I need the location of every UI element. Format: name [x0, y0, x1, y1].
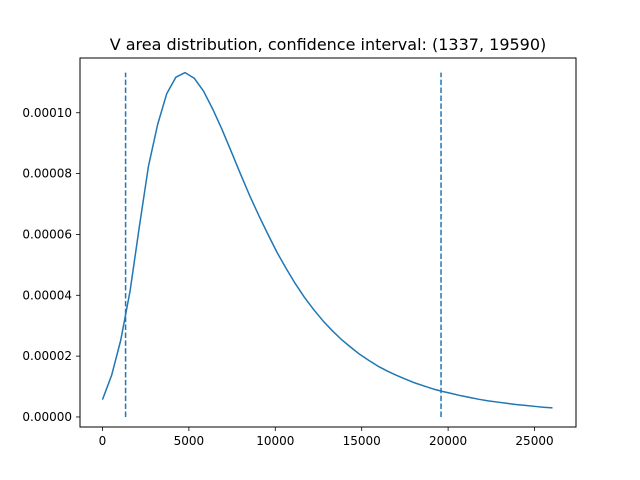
y-tick-label-2: 0.00004: [22, 288, 72, 302]
y-tick-label-3: 0.00006: [22, 227, 72, 241]
density-curve-0: [101, 71, 553, 409]
chart-title: V area distribution, confidence interval…: [110, 35, 547, 54]
x-tick-label-1: 5000: [174, 434, 205, 448]
y-tick-label-1: 0.00002: [22, 349, 72, 363]
x-tick-label-3: 15000: [343, 434, 381, 448]
x-tick-label-2: 10000: [256, 434, 294, 448]
x-tick-label-5: 25000: [515, 434, 553, 448]
y-tick-label-0: 0.00000: [22, 410, 72, 424]
x-tick-label-4: 20000: [429, 434, 467, 448]
y-tick-label-4: 0.00008: [22, 167, 72, 181]
x-tick-label-0: 0: [99, 434, 107, 448]
plot-frame: [79, 57, 577, 428]
y-tick-label-5: 0.00010: [22, 106, 72, 120]
